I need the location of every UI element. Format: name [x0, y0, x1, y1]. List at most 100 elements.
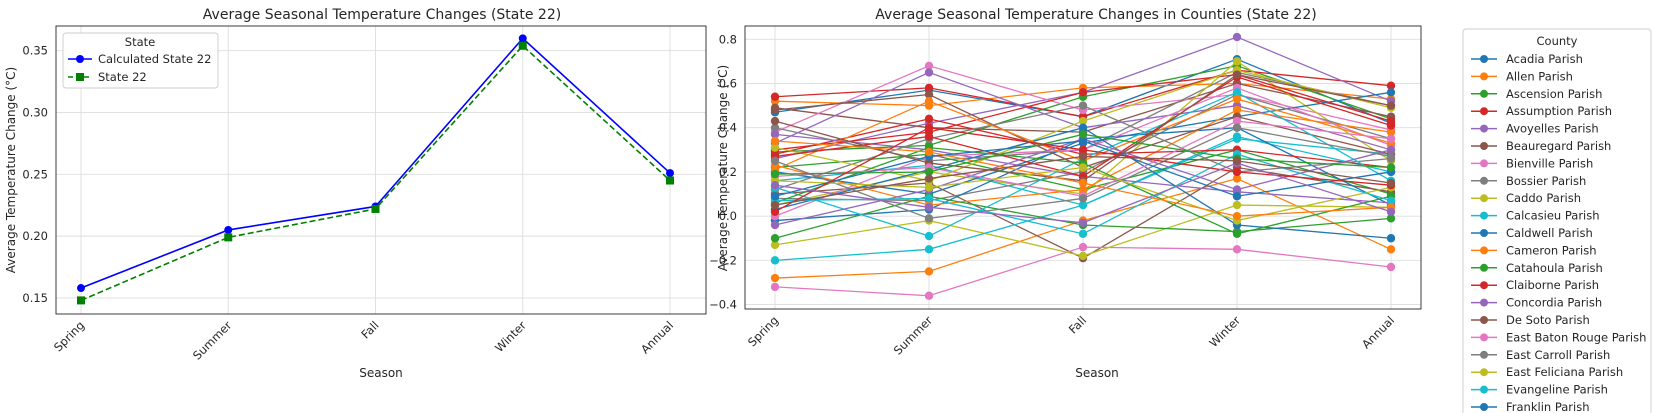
- legend-swatch-marker: [1480, 281, 1488, 290]
- legend-swatch-marker: [1480, 368, 1488, 377]
- data-point: [371, 204, 380, 213]
- y-tick-label: 0.25: [22, 167, 48, 181]
- data-point: [1386, 196, 1396, 205]
- data-point: [770, 180, 780, 190]
- data-point: [924, 90, 934, 99]
- data-point: [1232, 105, 1242, 115]
- legend-swatch-marker: [1480, 72, 1488, 81]
- legend-label: East Feliciana Parish: [1506, 365, 1623, 379]
- x-tick-labels: Spring Summer Fall Winter Annual: [51, 318, 676, 363]
- data-point: [770, 240, 780, 250]
- data-point: [224, 225, 233, 234]
- data-point: [770, 282, 780, 292]
- x-tick-label: Fall: [358, 318, 381, 341]
- data-point: [224, 233, 233, 242]
- legend-label: Concordia Parish: [1506, 296, 1602, 310]
- data-point: [770, 130, 780, 139]
- data-point: [924, 61, 934, 70]
- legend-items: Acadia Parish Allen Parish Ascension Paris…: [1471, 52, 1646, 413]
- data-point: [924, 231, 934, 241]
- data-point: [770, 220, 780, 230]
- data-point: [1232, 200, 1242, 210]
- x-tick-label: Annual: [638, 318, 676, 356]
- legend-label: Allen Parish: [1506, 69, 1573, 83]
- data-point: [924, 245, 934, 254]
- legend-label: Caddo Parish: [1506, 191, 1581, 205]
- data-point: [1386, 134, 1396, 143]
- data-point: [1078, 152, 1088, 161]
- data-point: [1078, 218, 1088, 227]
- data-point: [1386, 178, 1396, 188]
- data-point: [1386, 245, 1396, 254]
- data-point: [518, 41, 527, 50]
- data-point: [1386, 163, 1396, 172]
- legend-marker-state: [76, 73, 84, 81]
- y-tick-label: 0.4: [719, 121, 737, 135]
- data-point: [924, 214, 934, 223]
- data-point: [770, 256, 780, 265]
- legend-swatch-marker: [1480, 176, 1488, 185]
- legend-title: State: [125, 35, 155, 49]
- data-point: [1232, 211, 1242, 221]
- data-point: [1078, 163, 1088, 172]
- legend-label: De Soto Parish: [1506, 313, 1590, 327]
- data-point: [1078, 145, 1088, 155]
- legend-swatch-marker: [1480, 194, 1488, 203]
- y-tick-label: 0.8: [719, 32, 737, 46]
- legend-label: Bossier Parish: [1506, 174, 1586, 188]
- data-point: [924, 132, 934, 141]
- legend-swatch-marker: [1480, 316, 1488, 324]
- legend-swatch-marker: [1480, 159, 1488, 168]
- y-tick-labels: −0.4 −0.2 0.0 0.2 0.4 0.6 0.8: [709, 32, 737, 311]
- data-point: [1078, 242, 1088, 252]
- x-axis-label: Season: [1075, 366, 1119, 380]
- legend-label-state: State 22: [98, 70, 147, 84]
- data-point: [1232, 123, 1242, 132]
- legend-swatch-marker: [1480, 403, 1488, 411]
- data-point: [1078, 229, 1088, 239]
- series-lines: [770, 32, 1396, 300]
- data-point: [1232, 94, 1242, 104]
- legend-label: Assumption Parish: [1506, 104, 1612, 118]
- legend-label: Cameron Parish: [1506, 243, 1596, 257]
- data-point: [770, 200, 780, 210]
- data-point: [924, 68, 934, 77]
- y-tick-label: 0.20: [22, 229, 48, 243]
- y-tick-label: 0.0: [719, 209, 737, 223]
- data-point: [1078, 178, 1088, 188]
- y-tick-label: 0.6: [719, 76, 737, 90]
- data-point: [1232, 70, 1242, 79]
- data-point: [1386, 214, 1396, 223]
- data-point: [1078, 116, 1088, 126]
- legend-label: Catahoula Parish: [1506, 261, 1603, 275]
- data-point: [1386, 121, 1396, 130]
- chart-title: Average Seasonal Temperature Changes in …: [875, 7, 1316, 23]
- data-point: [1232, 156, 1242, 166]
- x-tick-label: Summer: [891, 313, 936, 358]
- legend-swatch-marker: [1480, 142, 1488, 150]
- data-point: [770, 207, 780, 216]
- data-point: [1078, 130, 1088, 139]
- legend-swatch-marker: [1480, 246, 1488, 255]
- data-point: [1386, 145, 1396, 155]
- data-point: [924, 291, 934, 300]
- y-tick-label: −0.2: [709, 253, 737, 267]
- legend-label: Avoyelles Parish: [1506, 122, 1599, 136]
- data-point: [924, 267, 934, 276]
- legend-label: Claiborne Parish: [1506, 278, 1599, 292]
- data-point: [1386, 234, 1396, 243]
- y-tick-labels: 0.15 0.20 0.25 0.30 0.35: [22, 44, 48, 305]
- legend-swatch-marker: [1480, 124, 1488, 133]
- plot-frame: [55, 25, 707, 315]
- x-tick-label: Spring: [51, 318, 87, 354]
- legend-swatch-marker: [1480, 89, 1488, 98]
- data-point: [1232, 174, 1242, 183]
- y-tick-label: 0.35: [22, 44, 48, 58]
- data-point: [770, 105, 780, 115]
- data-point: [924, 174, 934, 183]
- plot-frame: [744, 25, 1422, 310]
- data-point: [666, 169, 674, 178]
- legend-label: East Carroll Parish: [1506, 348, 1610, 362]
- legend-title: County: [1537, 34, 1578, 48]
